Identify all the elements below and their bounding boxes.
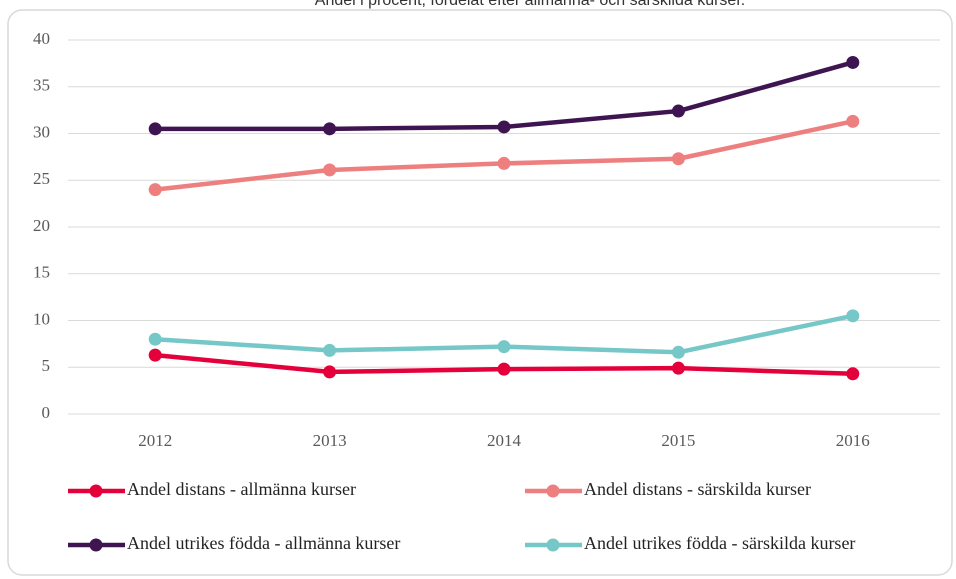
y-tick-label: 5 [42,356,51,375]
legend-marker [89,538,103,552]
legend-label: Andel utrikes födda - allmänna kurser [127,533,400,553]
data-point [497,362,511,376]
data-point [148,122,162,136]
y-tick-label: 20 [33,216,50,235]
data-point [846,309,860,323]
data-point [323,365,337,379]
x-tick-label: 2013 [313,431,347,450]
data-point [846,114,860,128]
legend-marker [546,538,560,552]
data-point [323,343,337,357]
y-tick-label: 30 [33,122,50,141]
data-point [497,156,511,170]
data-point [497,340,511,354]
data-point [846,367,860,381]
data-point [846,55,860,69]
y-tick-label: 15 [33,263,50,282]
data-point [671,104,685,118]
y-tick-label: 35 [33,76,50,95]
chart-title: Andel i procent, fördelat efter allmänna… [315,0,745,9]
data-point [148,348,162,362]
x-tick-label: 2014 [487,431,522,450]
y-tick-label: 25 [33,169,50,188]
data-point [497,120,511,134]
y-tick-label: 10 [33,309,50,328]
data-point [323,163,337,177]
data-point [323,122,337,136]
legend-label: Andel utrikes födda - särskilda kurser [584,533,855,553]
data-point [671,345,685,359]
x-tick-label: 2015 [661,431,695,450]
data-point [671,152,685,166]
y-tick-label: 40 [33,29,50,48]
legend-marker [546,484,560,498]
legend-label: Andel distans - särskilda kurser [584,479,811,499]
x-tick-label: 2012 [138,431,172,450]
legend-label: Andel distans - allmänna kurser [127,479,356,499]
data-point [148,183,162,197]
data-point [671,361,685,375]
data-point [148,332,162,346]
legend-marker [89,484,103,498]
x-tick-label: 2016 [836,431,870,450]
y-tick-label: 0 [42,403,51,422]
